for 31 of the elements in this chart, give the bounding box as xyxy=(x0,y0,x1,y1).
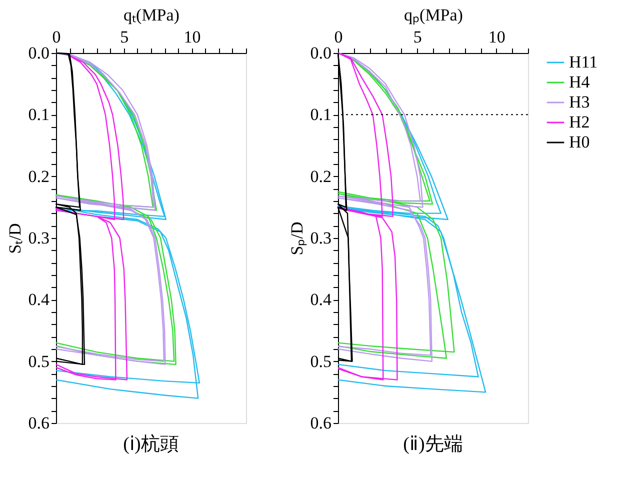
y-tick-label: 0.2 xyxy=(310,166,332,186)
legend-label: H2 xyxy=(569,112,590,132)
y-tick-label: 0.6 xyxy=(310,414,332,432)
x-axis-title: qₚ(MPa) xyxy=(404,6,463,26)
x-tick-label: 10 xyxy=(488,28,506,46)
legend-label: H4 xyxy=(569,72,590,92)
y-tick-label: 0.4 xyxy=(310,290,332,310)
y-axis-title: Sₚ/D xyxy=(287,222,308,256)
y-tick-label: 0.5 xyxy=(28,352,50,371)
y-tick-label: 0.3 xyxy=(28,228,50,248)
y-tick-label: 0.1 xyxy=(310,105,332,124)
x-axis-title: qₜ(MPa) xyxy=(124,6,180,24)
legend-label: H0 xyxy=(569,132,590,152)
x-tick-label: 5 xyxy=(120,28,129,46)
text: (ⅰ)杭頭 xyxy=(123,434,179,455)
legend-label: H3 xyxy=(569,92,590,112)
x-tick-label: 0 xyxy=(334,28,343,46)
y-tick-label: 0.0 xyxy=(310,44,332,62)
y-tick-label: 0.3 xyxy=(310,228,332,248)
legend-label: H11 xyxy=(569,52,598,72)
x-tick-label: 5 xyxy=(413,28,422,46)
y-tick-label: 0.5 xyxy=(310,352,332,371)
y-tick-label: 0.6 xyxy=(28,414,50,432)
x-tick-label: 10 xyxy=(184,28,201,46)
y-tick-label: 0.1 xyxy=(28,105,50,124)
x-tick-label: 0 xyxy=(52,28,61,46)
y-axis-title: Sₜ/D xyxy=(5,223,24,254)
text: (ⅱ)先端 xyxy=(403,434,463,455)
y-tick-label: 0.0 xyxy=(28,44,50,62)
y-tick-label: 0.2 xyxy=(28,166,50,186)
y-tick-label: 0.4 xyxy=(28,290,50,310)
